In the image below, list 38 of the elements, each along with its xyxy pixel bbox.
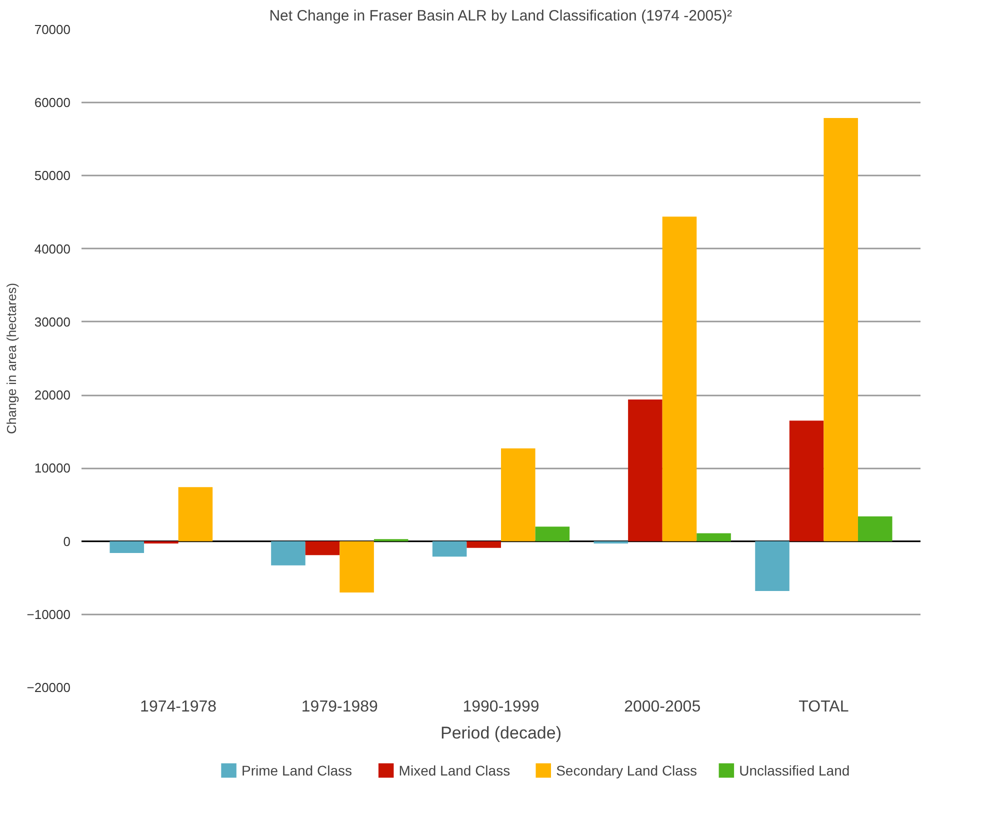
x-axis-title: Period (decade) <box>440 724 562 742</box>
bar <box>662 216 697 542</box>
y-axis-title: Change in area (hectares) <box>4 282 19 434</box>
legend-label: Mixed Land Class <box>398 762 510 778</box>
bar <box>432 541 467 557</box>
x-tick-label: 1974-1978 <box>140 698 217 716</box>
bar <box>340 541 374 592</box>
legend-label: Unclassified Land <box>739 762 850 778</box>
bar <box>755 541 790 591</box>
x-tick-label: TOTAL <box>798 698 849 716</box>
y-tick-label: 60000 <box>34 95 71 110</box>
y-tick-label: 50000 <box>34 168 71 184</box>
bar <box>466 541 501 548</box>
bar <box>305 541 340 556</box>
y-tick-label: 10000 <box>34 460 71 476</box>
bar <box>858 516 892 542</box>
legend-label: Prime Land Class <box>242 762 352 778</box>
legend-label: Secondary Land Class <box>556 762 697 778</box>
bar <box>501 448 536 542</box>
y-tick-label: 20000 <box>34 388 71 403</box>
bar <box>271 541 306 566</box>
bar <box>628 399 662 542</box>
y-tick-label: 30000 <box>34 314 71 330</box>
x-tick-label: 1979-1989 <box>301 698 378 716</box>
bar <box>535 526 570 542</box>
bar <box>824 118 858 542</box>
bar <box>696 533 731 542</box>
y-tick-label: −20000 <box>26 680 71 695</box>
y-tick-label: 40000 <box>34 241 71 256</box>
bar <box>110 541 144 553</box>
chart-title: Net Change in Fraser Basin ALR by Land Classification (1974 -2005)² <box>269 8 732 24</box>
y-tick-label: −10000 <box>26 606 71 622</box>
x-tick-label: 1990-1999 <box>462 698 540 716</box>
bar <box>789 420 824 542</box>
y-tick-label: 0 <box>63 534 71 549</box>
x-tick-label: 2000-2005 <box>624 698 701 716</box>
y-tick-label: 70000 <box>34 22 71 37</box>
bar <box>178 487 213 542</box>
